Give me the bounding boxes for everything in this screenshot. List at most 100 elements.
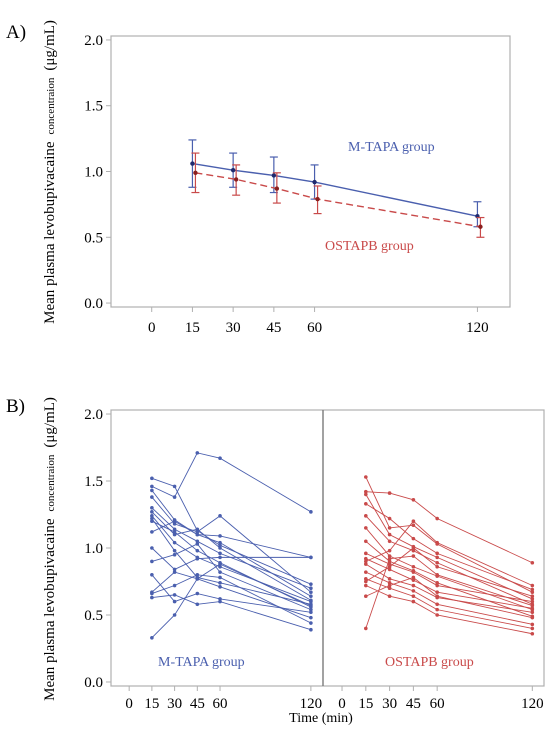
panel-b-x-tick-label: 60 xyxy=(213,696,228,712)
panel-b-data-point xyxy=(530,597,535,601)
panel-b-data-point xyxy=(387,567,392,572)
panel-b-data-point xyxy=(530,583,535,588)
panel-b-data-point xyxy=(387,526,392,530)
panel-b-data-point xyxy=(218,575,222,580)
panel-b-data-point xyxy=(364,526,368,530)
panel-b-data-point xyxy=(309,594,313,599)
panel-b-data-point xyxy=(172,613,177,617)
panel-a-plot: 0.0 0.5 1.0 1.5 2.0 0 15 30 45 60 120 M-TAPA group O… xyxy=(84,33,511,336)
panel-b-data-point xyxy=(530,626,535,631)
panel-a-data-point xyxy=(274,186,280,191)
panel-b-data-point xyxy=(309,627,313,632)
panel-b-subject-line-mtapa xyxy=(151,452,312,513)
panel-b-data-point xyxy=(411,554,416,558)
panel-b-data-point xyxy=(195,572,200,577)
panel-b-ylabel-small: concentraion xyxy=(45,454,57,511)
panel-b-data-point xyxy=(364,492,368,497)
panel-b-data-point xyxy=(218,543,222,548)
panel-b-data-point xyxy=(387,562,392,566)
panel-b-data-point xyxy=(364,475,368,479)
panel-b-data-point xyxy=(172,570,177,574)
panel-a-data-point xyxy=(271,173,277,178)
panel-b-data-point xyxy=(150,484,154,489)
panel-b-data-point xyxy=(172,552,177,557)
panel-b-data-point xyxy=(195,539,200,544)
panel-b-data-point xyxy=(530,590,535,595)
panel-b-data-point xyxy=(364,594,368,599)
panel-a-legend-ostapb: OSTAPB group xyxy=(325,239,414,254)
panel-b-data-point xyxy=(150,635,154,640)
panel-b-data-point xyxy=(195,542,200,546)
panel-b-data-point xyxy=(150,559,154,564)
panel-b-letter: B) xyxy=(6,396,25,417)
panel-b-data-point xyxy=(530,606,535,611)
panel-b-data-point xyxy=(387,532,392,537)
panel-b-data-point xyxy=(411,497,416,502)
panel-b-subject-line-ostapb xyxy=(365,520,533,586)
panel-b-data-point xyxy=(218,555,222,560)
panel-b-data-point xyxy=(530,587,535,592)
panel-b-x-tick-label: 15 xyxy=(358,696,373,712)
panel-b-data-point xyxy=(387,577,392,581)
panel-b-data-point xyxy=(172,527,177,532)
panel-b-data-point xyxy=(172,495,177,499)
panel-b-data-point xyxy=(435,540,439,545)
panel-b-frame xyxy=(110,409,545,687)
panel-b-data-point xyxy=(218,540,222,545)
panel-b-x-tick-label: 120 xyxy=(521,696,544,712)
panel-b-data-point xyxy=(411,548,416,553)
panel-b-data-point xyxy=(172,548,177,553)
panel-b-data-point xyxy=(309,510,313,514)
panel-a-data-point xyxy=(230,167,236,173)
panel-b-data-point xyxy=(150,488,154,493)
panel-a-ylabel-unit: (μg/mL) xyxy=(42,20,58,71)
panel-b-data-point xyxy=(218,599,222,604)
panel-b-data-point xyxy=(364,570,368,574)
panel-b-x-tick-label: 120 xyxy=(300,696,323,712)
panel-b-data-point xyxy=(530,560,535,565)
panel-b-data-point xyxy=(435,581,439,585)
panel-b-data-point xyxy=(435,607,439,612)
panel-b-data-point xyxy=(435,572,439,577)
panel-b-data-point xyxy=(435,613,439,617)
panel-b-y-tick-label: 2.0 xyxy=(84,407,103,423)
panel-b-data-point xyxy=(387,581,392,585)
panel-b-data-point xyxy=(411,599,416,604)
panel-b-data-point xyxy=(172,530,177,534)
panel-b-data-point xyxy=(218,564,222,569)
panel-b-data-point xyxy=(530,599,535,604)
panel-b-data-point xyxy=(364,626,368,631)
panel-b-data-point xyxy=(530,594,535,599)
panel-a-data-point xyxy=(233,177,239,182)
panel-b-data-point xyxy=(435,590,439,595)
panel-b-x-tick-label: 30 xyxy=(167,696,182,712)
panel-b-data-point xyxy=(195,591,200,596)
panel-a-data-point xyxy=(312,179,317,185)
panel-b-data-point xyxy=(172,583,177,588)
panel-b-data-point xyxy=(411,583,416,588)
panel-b-data-point xyxy=(195,577,200,581)
panel-b-data-point xyxy=(411,594,416,599)
panel-b-plot: 0.0 0.5 1.0 1.5 2.0 0 15 30 45 60 120 M-TAPA group 0… xyxy=(84,407,545,712)
panel-b-data-point xyxy=(195,556,200,561)
panel-a-data-point xyxy=(315,196,320,202)
panel-b-data-point xyxy=(435,516,439,521)
panel-b-data-point xyxy=(172,540,177,545)
panel-a-x-tick-label: 45 xyxy=(266,320,281,336)
panel-b-ylabel-unit: (μg/mL) xyxy=(42,397,58,448)
panel-b-data-point xyxy=(435,602,439,607)
panel-b-x-tick-label: 0 xyxy=(125,696,133,712)
panel-b-data-point xyxy=(172,599,177,604)
panel-b-data-point xyxy=(411,570,416,574)
panel-a-y-tick-label: 1.5 xyxy=(84,99,103,115)
panel-b-data-point xyxy=(150,506,154,510)
panel-b-data-point xyxy=(364,539,368,544)
panel-b-data-point xyxy=(218,581,222,585)
panel-b-data-point xyxy=(218,585,222,589)
panel-b-data-point xyxy=(218,534,222,538)
panel-a-x-tick-label: 15 xyxy=(185,320,200,336)
panel-b-facet-label-ostapb: OSTAPB group xyxy=(385,655,474,670)
panel-b-data-point xyxy=(411,589,416,593)
panel-b-data-point xyxy=(364,489,368,494)
